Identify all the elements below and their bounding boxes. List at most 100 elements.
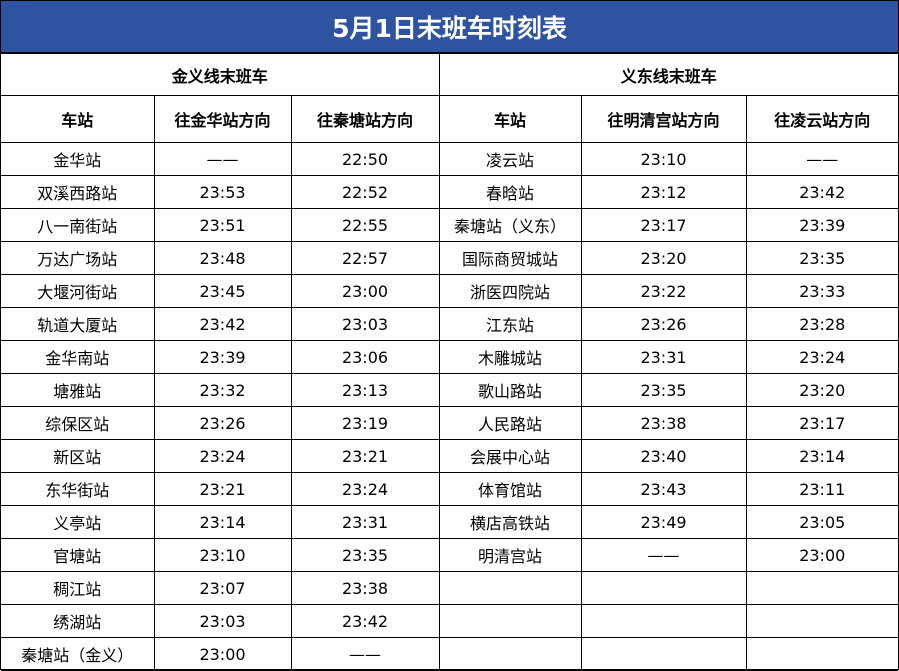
empty-cell xyxy=(745,604,898,638)
departure-time: 23:45 xyxy=(153,274,292,308)
station-name: 凌云站 xyxy=(438,142,582,176)
departure-time: 23:00 xyxy=(290,274,440,308)
departure-time: 23:26 xyxy=(153,406,292,440)
departure-time: 23:31 xyxy=(290,505,440,539)
station-name: 浙医四院站 xyxy=(438,274,582,308)
empty-cell xyxy=(438,637,582,671)
column-header: 往明清宫站方向 xyxy=(580,95,747,143)
departure-time: 22:57 xyxy=(290,241,440,275)
departure-time: 23:42 xyxy=(153,307,292,341)
station-name: 明清宫站 xyxy=(438,538,582,572)
station-name: 轨道大厦站 xyxy=(1,307,155,341)
departure-time: 23:05 xyxy=(745,505,898,539)
schedule-table: 金义线末班车 义东线末班车 车站 往金华站方向 往秦塘站方向 车站 往明清宫站方向 往凌云站方… xyxy=(1,53,898,671)
station-name: 木雕城站 xyxy=(438,340,582,374)
departure-time: 23:42 xyxy=(290,604,440,638)
departure-time: 23:39 xyxy=(153,340,292,374)
departure-time: 23:40 xyxy=(580,439,747,473)
station-name: 人民路站 xyxy=(438,406,582,440)
station-name: 八一南街站 xyxy=(1,208,155,242)
station-name: 体育馆站 xyxy=(438,472,582,506)
departure-time: 23:03 xyxy=(153,604,292,638)
departure-time: 23:28 xyxy=(745,307,898,341)
departure-time: 23:38 xyxy=(580,406,747,440)
departure-time: 23:32 xyxy=(153,373,292,407)
empty-cell xyxy=(580,604,747,638)
table-row: 新区站 23:24 23:21 会展中心站 23:40 23:14 xyxy=(1,439,898,473)
departure-time: 23:49 xyxy=(580,505,747,539)
departure-time: —— xyxy=(290,637,440,671)
departure-time: 23:43 xyxy=(580,472,747,506)
station-name: 塘雅站 xyxy=(1,373,155,407)
departure-time: 23:20 xyxy=(745,373,898,407)
empty-cell xyxy=(745,571,898,605)
table-row: 绣湖站 23:03 23:42 xyxy=(1,604,898,638)
station-name: 官塘站 xyxy=(1,538,155,572)
station-name: 东华街站 xyxy=(1,472,155,506)
station-name: 国际商贸城站 xyxy=(438,241,582,275)
departure-time: 23:38 xyxy=(290,571,440,605)
table-row: 官塘站 23:10 23:35 明清宫站 —— 23:00 xyxy=(1,538,898,572)
table-row: 义亭站 23:14 23:31 横店高铁站 23:49 23:05 xyxy=(1,505,898,539)
departure-time: 23:17 xyxy=(580,208,747,242)
table-row: 综保区站 23:26 23:19 人民路站 23:38 23:17 xyxy=(1,406,898,440)
station-name: 双溪西路站 xyxy=(1,175,155,209)
table-row: 大堰河街站 23:45 23:00 浙医四院站 23:22 23:33 xyxy=(1,274,898,308)
departure-time: 23:19 xyxy=(290,406,440,440)
column-header: 车站 xyxy=(1,95,155,143)
table-row: 金华站 —— 22:50 凌云站 23:10 —— xyxy=(1,142,898,176)
station-name: 万达广场站 xyxy=(1,241,155,275)
departure-time: 23:48 xyxy=(153,241,292,275)
station-name: 义亭站 xyxy=(1,505,155,539)
departure-time: 23:21 xyxy=(153,472,292,506)
table-row: 双溪西路站 23:53 22:52 春晗站 23:12 23:42 xyxy=(1,175,898,209)
empty-cell xyxy=(438,571,582,605)
departure-time: 23:20 xyxy=(580,241,747,275)
departure-time: 23:12 xyxy=(580,175,747,209)
departure-time: 23:10 xyxy=(580,142,747,176)
departure-time: 23:17 xyxy=(745,406,898,440)
station-name: 综保区站 xyxy=(1,406,155,440)
departure-time: 23:39 xyxy=(745,208,898,242)
departure-time: 23:53 xyxy=(153,175,292,209)
departure-time: 23:00 xyxy=(153,637,292,671)
column-header: 往秦塘站方向 xyxy=(290,95,440,143)
line-title: 义东线末班车 xyxy=(438,53,898,96)
table-row: 秦塘站（金义） 23:00 —— xyxy=(1,637,898,671)
page-title: 5月1日末班车时刻表 xyxy=(1,1,898,53)
column-header: 往金华站方向 xyxy=(153,95,292,143)
line-header-row: 金义线末班车 义东线末班车 xyxy=(1,53,898,96)
departure-time: 23:10 xyxy=(153,538,292,572)
station-name: 横店高铁站 xyxy=(438,505,582,539)
departure-time: 22:52 xyxy=(290,175,440,209)
station-name: 秦塘站（义东） xyxy=(438,208,582,242)
departure-time: 23:26 xyxy=(580,307,747,341)
departure-time: 23:21 xyxy=(290,439,440,473)
departure-time: 23:42 xyxy=(745,175,898,209)
table-row: 金华南站 23:39 23:06 木雕城站 23:31 23:24 xyxy=(1,340,898,374)
column-header-row: 车站 往金华站方向 往秦塘站方向 车站 往明清宫站方向 往凌云站方向 xyxy=(1,95,898,143)
station-name: 绣湖站 xyxy=(1,604,155,638)
departure-time: 23:22 xyxy=(580,274,747,308)
departure-time: 23:33 xyxy=(745,274,898,308)
departure-time: 23:03 xyxy=(290,307,440,341)
station-name: 金华南站 xyxy=(1,340,155,374)
departure-time: 23:24 xyxy=(290,472,440,506)
station-name: 秦塘站（金义） xyxy=(1,637,155,671)
departure-time: 23:31 xyxy=(580,340,747,374)
table-row: 万达广场站 23:48 22:57 国际商贸城站 23:20 23:35 xyxy=(1,241,898,275)
departure-time: 23:06 xyxy=(290,340,440,374)
departure-time: 23:51 xyxy=(153,208,292,242)
departure-time: —— xyxy=(580,538,747,572)
departure-time: 23:13 xyxy=(290,373,440,407)
station-name: 江东站 xyxy=(438,307,582,341)
empty-cell xyxy=(580,571,747,605)
station-name: 春晗站 xyxy=(438,175,582,209)
column-header: 车站 xyxy=(438,95,582,143)
column-header: 往凌云站方向 xyxy=(745,95,898,143)
departure-time: 23:35 xyxy=(290,538,440,572)
station-name: 稠江站 xyxy=(1,571,155,605)
departure-time: 23:35 xyxy=(580,373,747,407)
departure-time: 23:14 xyxy=(153,505,292,539)
